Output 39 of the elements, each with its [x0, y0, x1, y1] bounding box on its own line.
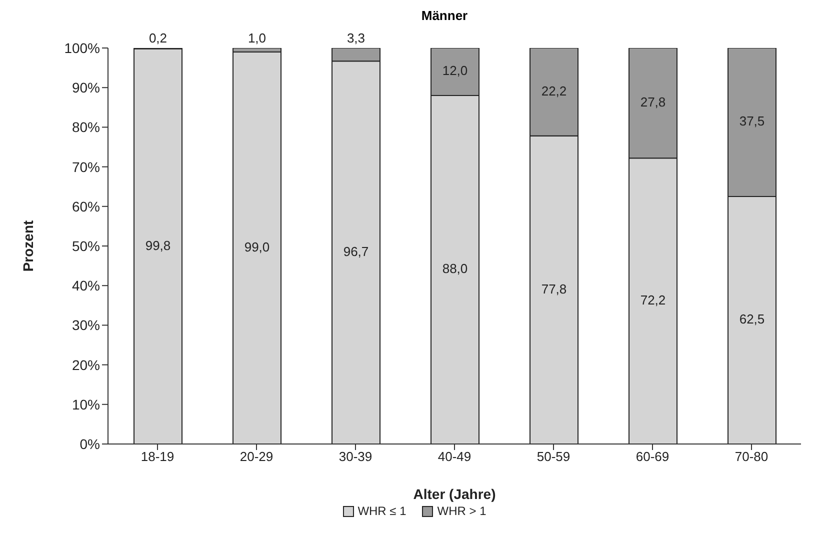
y-tick-label: 90%: [72, 80, 100, 96]
data-label: 96,7: [343, 244, 369, 259]
y-tick-label: 80%: [72, 119, 100, 136]
data-label: 3,3: [346, 30, 366, 46]
x-tick-label: 40-49: [438, 449, 472, 464]
legend-label: WHR ≤ 1: [356, 504, 406, 518]
data-label: 1,0: [248, 30, 266, 46]
y-axis-title: Prozent: [20, 220, 36, 272]
x-tick-label: 50-59: [536, 449, 570, 464]
chart-title: Männer: [420, 8, 469, 25]
data-label: 0,2: [148, 30, 168, 46]
y-tick-label: 100%: [64, 40, 100, 56]
data-label: 88,0: [442, 261, 468, 276]
y-tick-label: 70%: [72, 158, 100, 175]
y-tick-label: 40%: [72, 278, 100, 294]
data-label: 22,2: [541, 83, 567, 98]
y-tick-label: 50%: [72, 238, 100, 254]
y-tick-label: 10%: [72, 396, 100, 412]
legend-label: WHR > 1: [436, 504, 486, 518]
data-label: 99,0: [244, 239, 270, 254]
data-label: 77,8: [541, 281, 567, 296]
bar: [232, 51, 282, 444]
data-label: 37,5: [739, 114, 765, 129]
x-tick-label: 20-29: [240, 449, 274, 464]
bar: [134, 48, 182, 444]
data-label: 27,8: [640, 94, 666, 110]
data-label: 72,2: [640, 292, 666, 308]
y-tick-label: 0%: [80, 436, 100, 452]
x-axis-title: Alter (Jahre): [413, 486, 496, 502]
data-label: 99,8: [145, 238, 171, 253]
x-tick-label: 70-80: [734, 449, 768, 464]
y-tick-label: 20%: [72, 356, 100, 373]
data-label: 12,0: [442, 63, 468, 78]
data-label: 62,5: [739, 312, 765, 327]
x-tick-label: 30-39: [338, 449, 372, 464]
y-tick-label: 60%: [72, 198, 100, 214]
x-tick-label: 60-69: [636, 449, 670, 464]
y-tick-label: 30%: [72, 317, 100, 334]
x-tick-label: 18-19: [140, 449, 174, 464]
